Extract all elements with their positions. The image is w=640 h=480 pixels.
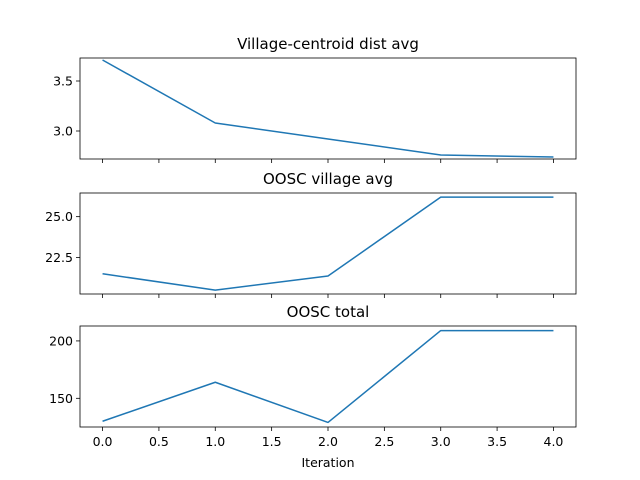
panel-3-series-line bbox=[102, 329, 554, 424]
panel-1-ytick-label: 3.5 bbox=[53, 74, 73, 89]
panel-3-xtick-label: 0.0 bbox=[93, 434, 113, 449]
panel-2-series-line bbox=[102, 196, 554, 291]
panel-3-xtick-label: 0.5 bbox=[149, 434, 169, 449]
panel-3-xtick-label: 2.0 bbox=[318, 434, 338, 449]
panel-3-xlabel: Iteration bbox=[301, 455, 354, 470]
panel-1-series-line bbox=[102, 59, 554, 158]
panel-3-axes-frame bbox=[79, 325, 577, 428]
panel-1-ytick-label: 3.0 bbox=[53, 124, 73, 139]
panel-2-axes-frame bbox=[79, 192, 577, 295]
panel-3-ytick-label: 200 bbox=[49, 333, 73, 348]
panel-3-title: OOSC total bbox=[287, 303, 370, 321]
panel-2-ytick-label: 25.0 bbox=[45, 209, 73, 224]
panel-3-xtick-label: 4.0 bbox=[544, 434, 564, 449]
panel-1-axes-frame bbox=[79, 57, 577, 160]
panel-3-xtick-label: 1.0 bbox=[205, 434, 225, 449]
panel-3-xtick-label: 3.0 bbox=[431, 434, 451, 449]
panel-2-title: OOSC village avg bbox=[263, 170, 393, 188]
panel-2-ytick-label: 22.5 bbox=[45, 250, 73, 265]
panel-3-xtick-label: 2.5 bbox=[374, 434, 394, 449]
panel-1-title: Village-centroid dist avg bbox=[237, 35, 419, 53]
panel-3-xtick-label: 3.5 bbox=[487, 434, 507, 449]
panel-3-ytick-label: 150 bbox=[49, 391, 73, 406]
panel-3-xtick-label: 1.5 bbox=[262, 434, 282, 449]
